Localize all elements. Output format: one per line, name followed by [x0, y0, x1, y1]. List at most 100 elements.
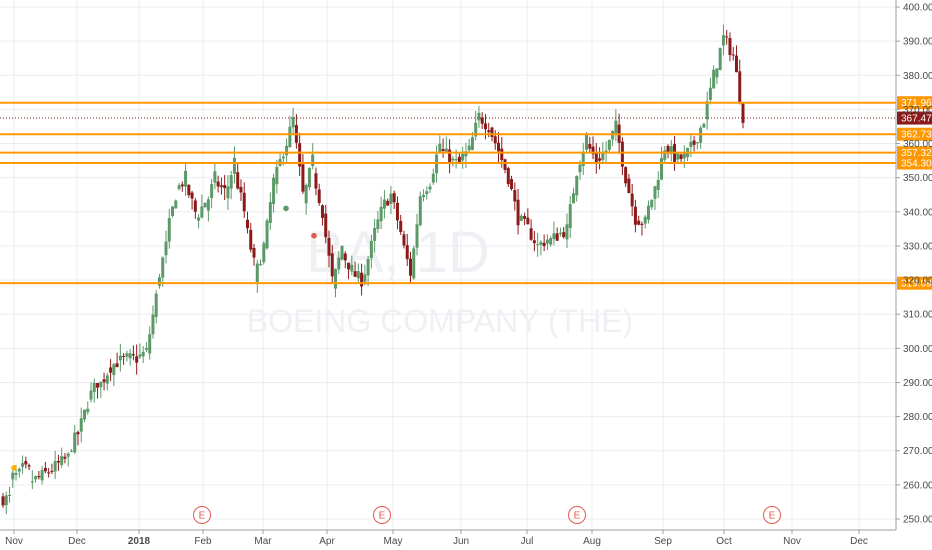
earnings-marker-label: E [769, 511, 776, 522]
candle-body [422, 194, 426, 198]
candle-body [725, 36, 729, 38]
candle-body [262, 243, 266, 263]
candle-body [255, 263, 259, 283]
earnings-marker[interactable]: E [193, 506, 211, 524]
candle-body [79, 418, 83, 432]
candle-body [470, 137, 474, 151]
candle-body [180, 184, 184, 187]
candle-body [695, 142, 699, 144]
candle-body [500, 148, 504, 160]
y-tick-label: 340.00 [903, 207, 932, 218]
candle-body [69, 450, 73, 452]
candle-body [506, 168, 510, 185]
candle-body [705, 101, 709, 120]
event-dot[interactable] [311, 232, 317, 239]
candle-body [493, 136, 497, 144]
watermark-name: BOEING COMPANY (THE) [247, 303, 633, 339]
level-badge [897, 146, 932, 160]
candle-body [715, 68, 719, 78]
candle-body [82, 409, 86, 420]
candle-body [34, 476, 38, 480]
candle-body [219, 185, 223, 187]
y-tick-label: 360.00 [903, 139, 932, 150]
candle-body [187, 184, 191, 196]
candle-body [340, 246, 344, 260]
candle-body [624, 167, 628, 184]
candle-body [526, 217, 530, 225]
candle-body [135, 356, 139, 363]
candle-body [343, 253, 347, 261]
candle-body [356, 271, 360, 279]
candle-body [607, 139, 611, 150]
earnings-marker[interactable]: E [568, 506, 586, 524]
price-axis[interactable]: 400.00 390.00 380.00 370.00 360.00 350.00 340.… [895, 0, 932, 530]
candle-body [516, 199, 520, 226]
y-tick-label: 300.00 [903, 344, 932, 355]
candle-body [418, 196, 422, 226]
candle-body [53, 461, 57, 472]
candle-body [11, 472, 15, 480]
candle-body [236, 172, 240, 189]
candles [1, 24, 745, 515]
candle-body [43, 468, 47, 472]
candle-body [581, 151, 585, 166]
candle-body [291, 117, 295, 128]
earnings-marker[interactable]: E [373, 506, 391, 524]
candle-body [131, 354, 135, 356]
candle-body [102, 379, 106, 383]
candle-body [298, 143, 302, 167]
candle-body [601, 152, 605, 160]
candle-body [382, 199, 386, 209]
candle-body [347, 262, 351, 270]
candle-body [555, 233, 559, 241]
candle-body [177, 185, 181, 190]
candle-body [627, 178, 631, 194]
candle-body [408, 258, 412, 276]
candle-body [702, 123, 706, 128]
x-tick-label: Mar [254, 536, 272, 547]
candle-body [47, 472, 51, 474]
candle-body [389, 193, 393, 204]
earnings-marker-label: E [574, 511, 581, 522]
candle-body [653, 186, 657, 199]
candle-body [245, 219, 249, 229]
candle-body [60, 456, 64, 465]
x-tick-label: Aug [583, 536, 601, 547]
candle-body [21, 463, 25, 467]
candle-body [477, 112, 481, 121]
level-badge-label: 362.73 [901, 130, 932, 141]
candle-body [428, 186, 432, 190]
dividend-dot[interactable] [11, 465, 17, 471]
candle-body [568, 204, 572, 228]
candle-body [366, 259, 370, 276]
candle-body [448, 149, 452, 163]
x-tick-label: Nov [783, 536, 801, 547]
candle-body [350, 264, 354, 272]
candle-body [314, 173, 318, 189]
candle-body [513, 190, 517, 202]
split-dot[interactable] [283, 205, 289, 212]
candle-body [738, 71, 742, 103]
candle-body [76, 432, 80, 435]
candle-body [193, 200, 197, 212]
level-badge-label: 371.96 [901, 98, 932, 109]
candle-body [360, 272, 364, 287]
candle-body [565, 224, 569, 240]
candle-body [66, 453, 70, 457]
candle-body [337, 257, 341, 270]
earnings-marker-label: E [199, 511, 206, 522]
y-tick-label: 260.00 [903, 480, 932, 491]
x-tick-label: Dec [68, 536, 86, 547]
candle-body [8, 495, 12, 497]
candle-body [141, 352, 145, 357]
candle-body [275, 166, 279, 185]
candle-body [27, 465, 31, 467]
time-axis[interactable]: Nov Dec 2018 Feb Mar Apr May Jun Jul Aug Sep Oct Nov… [0, 529, 896, 547]
candle-body [174, 200, 178, 209]
earnings-marker[interactable]: E [763, 506, 781, 524]
candle-body [226, 186, 230, 199]
candle-body [242, 192, 246, 212]
